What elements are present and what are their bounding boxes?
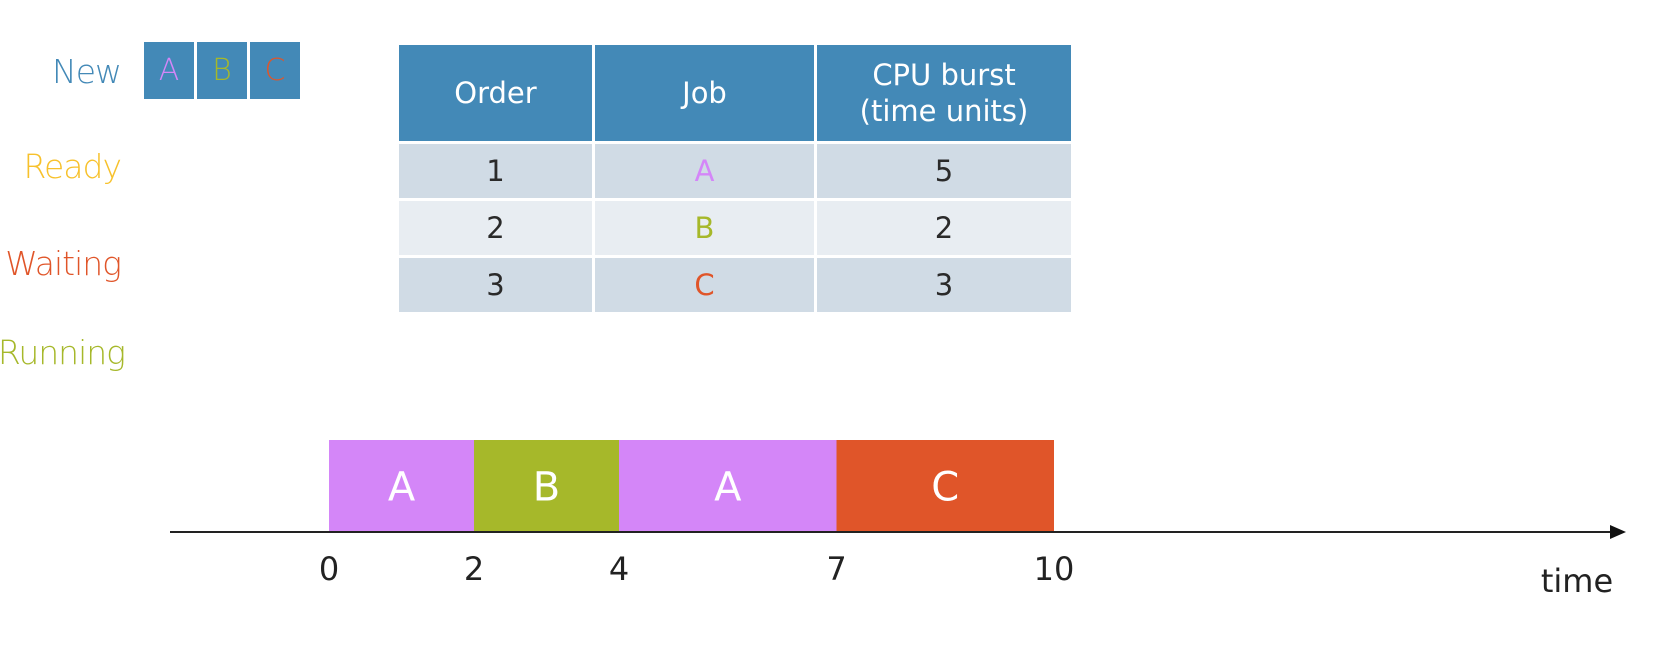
cell-burst: 3 <box>814 255 1074 315</box>
gantt-bar-label: B <box>533 465 560 511</box>
new-queue-job-a: A <box>144 42 194 99</box>
table-row: 1 A 5 <box>396 141 1074 201</box>
state-label-waiting: Waiting <box>5 244 122 283</box>
header-cpu-burst-line2: (time units) <box>859 94 1029 128</box>
header-cpu-burst: CPU burst (time units) <box>814 42 1074 144</box>
cell-order: 1 <box>396 141 595 201</box>
tick-label: 0 <box>319 550 339 588</box>
gantt-bar-a <box>329 440 474 533</box>
header-order: Order <box>396 42 595 144</box>
gantt-bar-label: C <box>931 465 959 511</box>
axis-label-time: time <box>1541 562 1613 600</box>
axis-arrow-icon <box>1610 525 1626 539</box>
cell-order: 2 <box>396 198 595 258</box>
tick-label: 7 <box>826 550 846 588</box>
tick-label: 4 <box>609 550 629 588</box>
header-cpu-burst-line1: CPU burst <box>872 58 1016 92</box>
header-job: Job <box>592 42 817 144</box>
cell-job: A <box>592 141 817 201</box>
gantt-bar-c <box>836 440 1054 533</box>
new-queue-job-c: C <box>250 42 300 99</box>
cell-job: C <box>592 255 817 315</box>
gantt-bar-a <box>619 440 837 533</box>
gantt-bar-label: A <box>714 465 742 511</box>
cell-burst: 2 <box>814 198 1074 258</box>
state-label-ready: Ready <box>23 147 122 186</box>
state-label-running: Running <box>0 333 126 372</box>
job-table-header: Order Job CPU burst (time units) <box>396 42 1074 144</box>
cell-burst: 5 <box>814 141 1074 201</box>
tick-label: 2 <box>464 550 484 588</box>
table-row: 3 C 3 <box>396 255 1074 315</box>
tick-label: 10 <box>1034 550 1075 588</box>
cell-order: 3 <box>396 255 595 315</box>
state-label-new: New <box>52 52 122 91</box>
job-table: Order Job CPU burst (time units) 1 A 5 2… <box>396 42 1074 315</box>
table-row: 2 B 2 <box>396 198 1074 258</box>
gantt-bar-b <box>474 440 619 533</box>
gantt-bar-label: A <box>388 465 416 511</box>
new-queue: A B C <box>144 42 300 99</box>
cell-job: B <box>592 198 817 258</box>
new-queue-job-b: B <box>197 42 247 99</box>
